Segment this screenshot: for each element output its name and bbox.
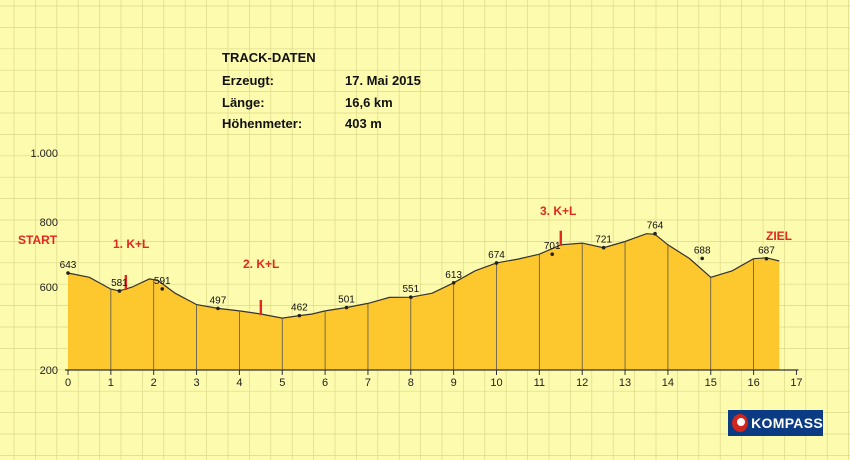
- elevation-fill: [68, 233, 780, 370]
- elevation-point: [550, 252, 555, 256]
- elevation-value-label: 674: [488, 250, 505, 261]
- y-tick-label: 800: [40, 217, 58, 229]
- track-info-heading: TRACK-DATEN: [222, 50, 316, 65]
- x-tick-label: 7: [365, 377, 371, 389]
- x-tick-label: 6: [322, 377, 328, 389]
- x-tick-label: 12: [576, 377, 588, 389]
- elevation-point: [66, 271, 70, 275]
- x-tick-label: 4: [236, 377, 242, 389]
- length-label: Länge:: [222, 95, 265, 110]
- x-tick-label: 5: [279, 377, 285, 389]
- route-annotation: START: [18, 233, 58, 247]
- elevation-point: [700, 256, 704, 261]
- elevation-point: [409, 295, 413, 299]
- x-tick-label: 17: [790, 377, 802, 389]
- elevation-value-label: 551: [402, 284, 419, 295]
- elevation-point: [297, 313, 302, 318]
- elevation-area: [67, 233, 780, 370]
- elevation-point: [160, 287, 165, 291]
- ascent-label: Höhenmeter:: [222, 116, 303, 131]
- elevation-value-label: 701: [544, 241, 561, 252]
- kompass-logo: KOMPASS: [728, 410, 823, 436]
- elevation-point: [451, 280, 456, 285]
- elevation-value-label: 688: [694, 245, 711, 256]
- markers: [124, 230, 562, 315]
- created-value: 17. Mai 2015: [345, 73, 421, 88]
- y-tick-label: 200: [40, 365, 58, 377]
- elevation-value-label: 581: [111, 278, 128, 289]
- x-tick-label: 15: [705, 377, 717, 389]
- route-annotation: 1. K+L: [113, 237, 149, 251]
- elevation-value-label: 462: [291, 303, 308, 314]
- length-value: 16,6 km: [345, 95, 393, 110]
- elevation-value-label: 721: [595, 235, 612, 246]
- x-tick-label: 14: [662, 377, 674, 389]
- route-annotation: 2. K+L: [243, 257, 279, 271]
- elevation-value-label: 687: [758, 246, 775, 257]
- route-annotation: ZIEL: [766, 229, 792, 243]
- elevation-point: [344, 305, 349, 310]
- x-tick-label: 8: [408, 377, 414, 389]
- x-tick-label: 2: [151, 377, 157, 389]
- elevation-value-label: 764: [647, 221, 664, 232]
- x-tick-label: 9: [451, 377, 457, 389]
- elevation-point: [117, 289, 122, 293]
- elevation-point: [601, 245, 606, 250]
- x-tick-label: 3: [193, 377, 199, 389]
- x-tick-label: 11: [534, 377, 545, 389]
- ascent-value: 403 m: [345, 116, 382, 131]
- x-tick-label: 0: [65, 377, 71, 389]
- elevation-point: [216, 306, 220, 311]
- y-tick-label: 600: [40, 282, 58, 294]
- elevation-value-label: 501: [338, 295, 355, 306]
- kompass-logo-icon: [732, 414, 749, 432]
- elevation-value-label: 591: [154, 276, 171, 287]
- elevation-value-label: 643: [60, 260, 77, 271]
- kompass-logo-text: KOMPASS: [751, 415, 823, 431]
- labels: 643 581 591 497 462 501 551 613 674 701 721 764 688 6…: [18, 204, 792, 318]
- route-annotation: 3. K+L: [540, 204, 576, 218]
- elevation-value-label: 613: [445, 270, 462, 281]
- created-label: Erzeugt:: [222, 73, 274, 88]
- elevation-value-label: 497: [210, 295, 227, 306]
- x-tick-label: 13: [619, 377, 631, 389]
- x-tick-label: 10: [490, 377, 502, 389]
- elevation-point: [764, 256, 769, 261]
- y-tick-label: 1.000: [30, 148, 58, 160]
- elevation-point: [653, 231, 657, 236]
- elevation-point: [494, 261, 499, 265]
- x-tick-label: 1: [108, 377, 114, 389]
- x-tick-label: 16: [747, 377, 759, 389]
